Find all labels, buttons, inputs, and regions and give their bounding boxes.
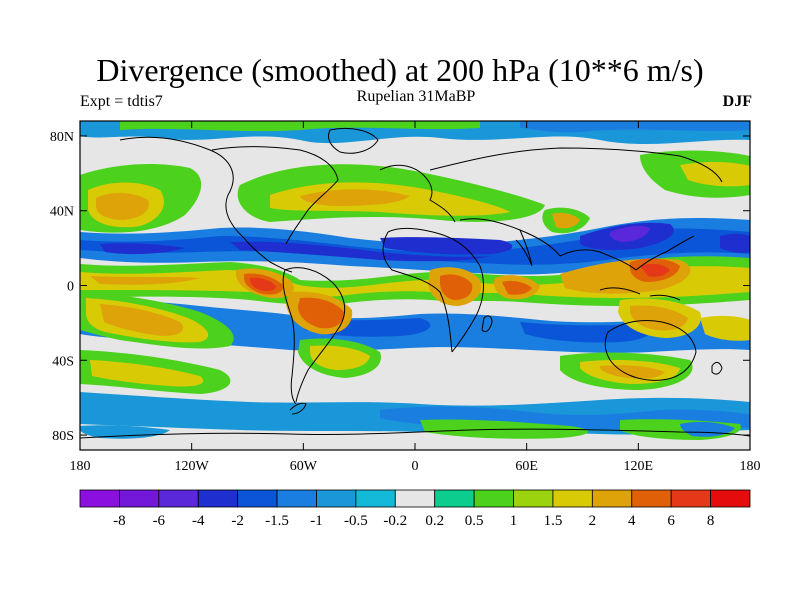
colorbar-label: 1 — [510, 513, 518, 529]
colorbar-swatch — [119, 489, 160, 508]
colorbar-swatch — [237, 489, 278, 508]
lat-tick-label: 80N — [50, 130, 74, 145]
colorbar-swatch — [631, 489, 672, 508]
colorbar-label: -2 — [231, 513, 244, 529]
colorbar-swatch — [591, 489, 633, 508]
colorbar-swatch — [710, 489, 751, 508]
colorbar-label: -8 — [113, 513, 126, 529]
colorbar-label: 8 — [707, 513, 715, 529]
colorbar-swatch — [670, 489, 711, 508]
colorbar-label: -0.5 — [344, 513, 368, 529]
colorbar-swatch — [513, 489, 554, 508]
colorbar-swatch — [552, 489, 593, 508]
colorbar-label: -4 — [192, 513, 205, 529]
colorbar-swatch — [394, 489, 436, 508]
lon-tick-label: 120W — [175, 459, 210, 474]
colorbar-swatch — [434, 489, 475, 508]
colorbar-swatch — [473, 489, 514, 508]
latitude-ticks: 80N 40N 0 40S 80S — [50, 130, 750, 444]
colorbar-swatch — [158, 489, 199, 508]
colorbar-swatch — [316, 489, 357, 508]
colorbar-label: -0.2 — [383, 513, 407, 529]
colorbar: -8 -6 -4 -2 -1.5 -1 -0.5 -0.2 0.2 0.5 1 1.5 2 4 6 8 — [79, 489, 751, 529]
lon-tick-label: 0 — [412, 459, 419, 474]
colorbar-swatch — [197, 489, 239, 508]
lon-tick-label: 60E — [515, 459, 538, 474]
season-label: DJF — [722, 93, 752, 110]
divergence-field — [80, 121, 750, 450]
colorbar-label: 4 — [628, 513, 636, 529]
colorbar-label: 6 — [667, 513, 675, 529]
coastlines — [80, 127, 750, 439]
colorbar-label: 2 — [589, 513, 597, 529]
lat-tick-label: 0 — [67, 280, 74, 295]
longitude-ticks: 180 120W 60W 0 60E 120E 180 — [70, 121, 761, 474]
lat-tick-label: 40N — [50, 205, 74, 220]
colorbar-swatch — [79, 489, 120, 508]
lon-tick-label: 60W — [290, 459, 318, 474]
colorbar-label: 0.5 — [465, 513, 484, 529]
colorbar-label: -6 — [153, 513, 166, 529]
colorbar-swatch — [276, 489, 317, 508]
lon-tick-label: 120E — [624, 459, 654, 474]
subtitle: Rupelian 31MaBP — [356, 88, 476, 105]
colorbar-label: 0.2 — [425, 513, 444, 529]
experiment-label: Expt = tdtis7 — [80, 93, 163, 110]
lat-tick-label: 40S — [52, 354, 74, 369]
colorbar-label: 1.5 — [544, 513, 563, 529]
colorbar-label: -1 — [310, 513, 323, 529]
page-title: Divergence (smoothed) at 200 hPa (10**6 … — [96, 52, 704, 88]
colorbar-swatch — [355, 489, 396, 508]
colorbar-label: -1.5 — [265, 513, 289, 529]
lon-tick-label: 180 — [70, 459, 91, 474]
lat-tick-label: 80S — [52, 429, 74, 444]
lon-tick-label: 180 — [740, 459, 761, 474]
